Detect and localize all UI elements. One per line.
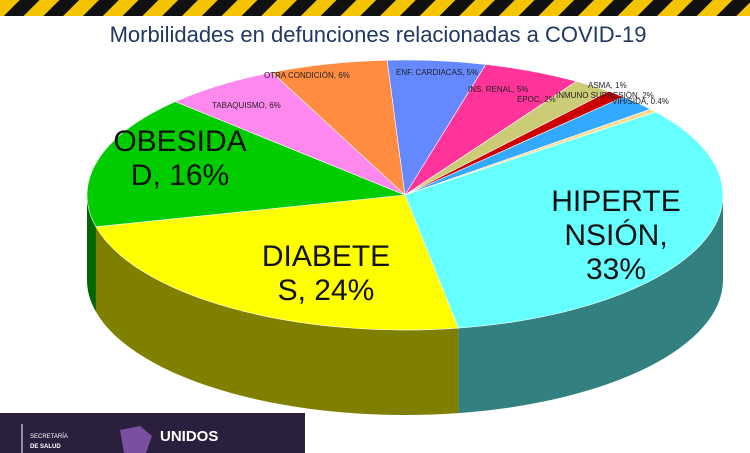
slice-side	[87, 195, 96, 312]
slice	[271, 59, 406, 196]
slice-side	[95, 226, 459, 415]
slice	[95, 194, 459, 331]
slice-label: VIH/SIDA, 0.4%	[612, 97, 669, 106]
chart-title: Morbilidades en defunciones relacionadas…	[110, 22, 647, 47]
logo-box	[0, 413, 305, 453]
slice-label: ASMA, 1%	[588, 81, 627, 90]
pie	[86, 59, 724, 415]
slice	[174, 72, 406, 196]
org-line2: DE SALUD	[30, 444, 61, 450]
slice	[404, 111, 724, 329]
slice-label: EPOC, 2%	[517, 95, 556, 104]
logo-icon	[120, 426, 152, 453]
slice-label: INS. RENAL, 5%	[468, 85, 528, 94]
slice-label: ENF. CARDIACAS, 5%	[396, 68, 478, 77]
hazard-banner	[0, 0, 750, 16]
slice-label: INMUNO SUPRESIÓN, 2%	[556, 91, 654, 100]
slice-label: DIABETES, 24%	[261, 240, 391, 307]
slice	[404, 108, 657, 196]
slice	[86, 101, 406, 228]
slice-side	[458, 195, 723, 414]
slogan: UNIDOS	[160, 428, 218, 445]
slice-label: TABAQUISMO, 6%	[212, 101, 281, 110]
slice-label: OBESIDAD, 16%	[113, 125, 247, 192]
slice-label: OTRA CONDICIÓN, 6%	[264, 71, 350, 80]
slice-label: HIPERTENSIÓN, 33%	[551, 185, 681, 286]
org-line1: SECRETARÍA	[30, 433, 68, 440]
